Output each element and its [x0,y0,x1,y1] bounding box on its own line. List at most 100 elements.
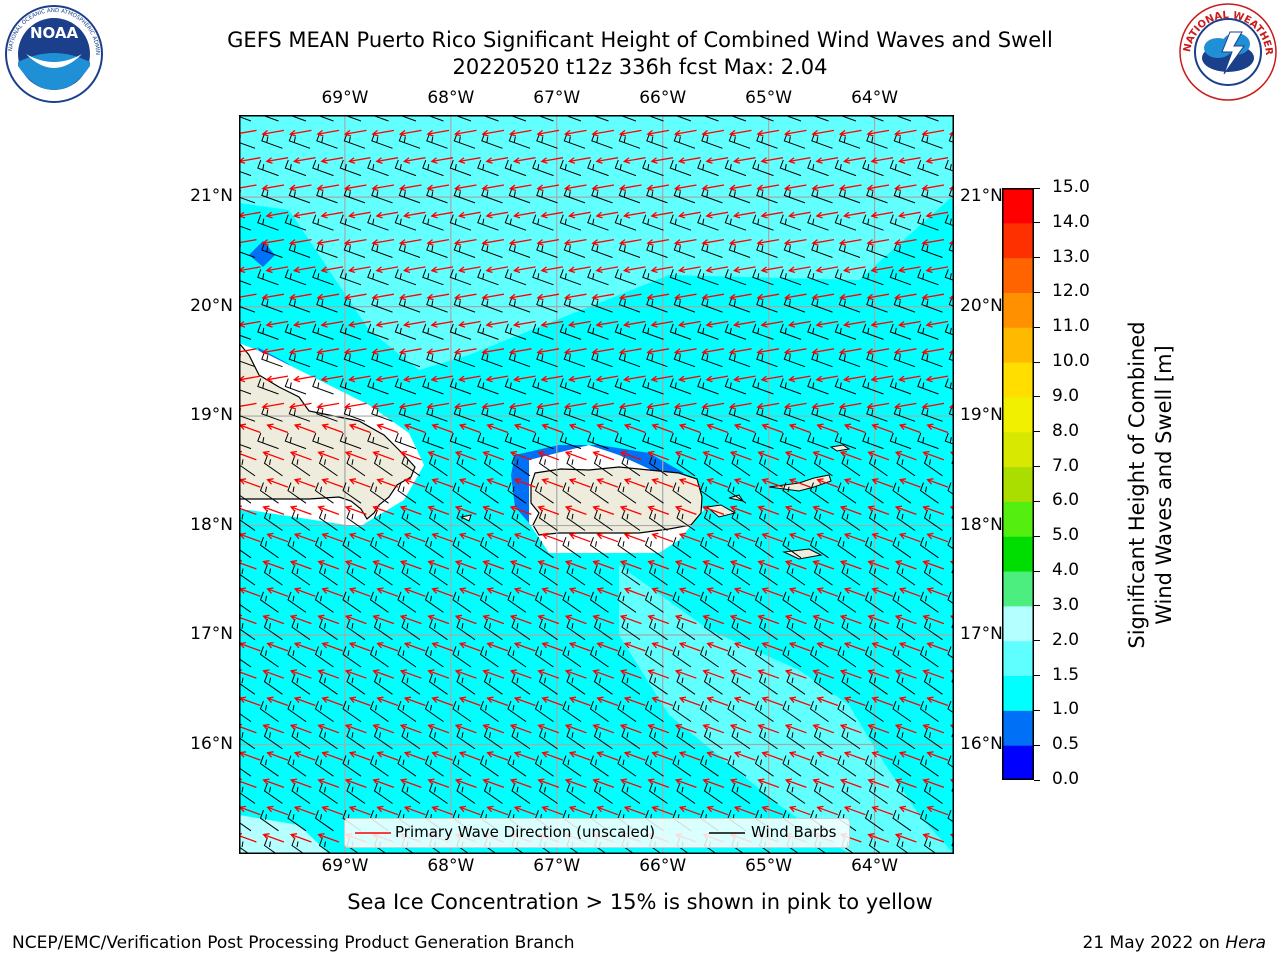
wave-arrow [266,641,289,652]
wave-arrow [288,402,312,410]
wave-arrow [702,669,725,679]
wind-barb [920,115,939,122]
wind-barb [394,214,417,231]
colorbar-segment [1002,605,1034,642]
wind-barb [291,564,311,586]
wind-barb [811,187,833,204]
wind-barb [452,755,472,777]
wave-arrow [926,751,949,761]
wind-barb [314,810,334,832]
wind-barb [259,810,279,832]
wave-arrow [812,614,835,625]
wave-arrow [321,532,344,543]
wave-arrow [289,723,312,734]
wind-barb [618,351,641,368]
wind-barb [841,728,861,750]
wave-arrow [316,402,340,410]
wave-arrow [706,751,729,761]
wind-barb [807,159,829,177]
wave-arrow [596,587,619,597]
wind-barb [566,728,586,750]
colorbar-segment [1002,188,1034,224]
wind-barb [239,389,252,395]
wind-barb [263,509,283,531]
wave-arrow [431,587,454,597]
wind-barb [426,132,448,149]
wind-barb [697,159,719,177]
wind-barb [261,241,283,258]
wind-barb [834,378,857,395]
wave-arrow [596,751,619,761]
wave-arrow [289,450,312,461]
colorbar-tick-mark [1034,257,1040,259]
wave-arrow [842,266,866,274]
wind-barb [813,618,833,641]
wave-arrow [811,348,835,356]
wave-arrow [513,805,536,816]
wave-arrow [784,723,807,734]
wind-barb [422,159,444,177]
wave-arrow [316,238,340,246]
wind-barb [534,537,554,559]
wave-arrow [673,293,697,301]
wind-barb [807,323,829,340]
wind-barb [287,537,307,559]
wave-arrow [348,641,371,652]
wave-arrow [348,423,371,434]
wave-arrow [372,505,395,516]
wave-arrow [403,532,426,543]
wave-arrow [567,266,591,274]
wave-arrow [647,505,670,516]
wave-arrow [321,641,344,652]
wave-arrow [261,348,285,356]
wave-arrow [371,238,395,246]
wave-arrow [816,751,839,761]
wind-barb [811,241,833,258]
wave-arrow [321,423,344,434]
colorbar-segment [1002,501,1034,537]
wave-arrow [567,375,591,383]
wind-barb [591,296,613,313]
wind-barb [563,132,586,149]
wind-barb [896,673,916,695]
wave-arrow [701,129,725,137]
wind-barb [809,755,829,777]
wave-arrow [454,778,477,789]
wave-arrow [674,723,697,734]
colorbar-tick-mark [1034,570,1040,572]
wave-arrow [540,266,564,274]
wave-arrow [537,778,560,789]
wave-arrow [426,184,450,192]
wave-arrow [458,478,481,488]
wave-arrow [784,450,807,461]
wind-barb [508,351,531,368]
wave-arrow [651,423,674,434]
colorbar-tick-mark [1034,640,1040,642]
wind-barb [453,241,476,258]
wind-barb [291,509,311,531]
wave-arrow [812,669,835,679]
wave-arrow [838,348,862,356]
wind-barb [944,214,954,227]
wave-arrow [376,696,399,707]
wind-barb [401,564,421,586]
wave-arrow [893,348,917,356]
wave-arrow [842,320,866,328]
wind-barb [944,269,954,281]
wave-arrow [563,402,587,410]
wind-barb [892,810,912,832]
wind-barb [862,214,884,231]
wind-barb [312,214,334,231]
wind-barb [889,269,912,286]
wind-barb [479,700,499,723]
wind-barb [481,405,503,422]
wind-barb [866,187,888,204]
wind-barb [449,159,472,177]
wind-barb [314,646,334,668]
wave-arrow [398,402,422,410]
wind-barb [841,455,861,477]
wind-barb [481,132,503,149]
wave-arrow [702,560,725,570]
wind-barb [672,482,692,504]
wave-arrow [481,129,505,137]
